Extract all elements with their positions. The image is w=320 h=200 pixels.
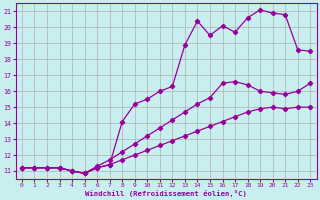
X-axis label: Windchill (Refroidissement éolien,°C): Windchill (Refroidissement éolien,°C) [85,190,247,197]
